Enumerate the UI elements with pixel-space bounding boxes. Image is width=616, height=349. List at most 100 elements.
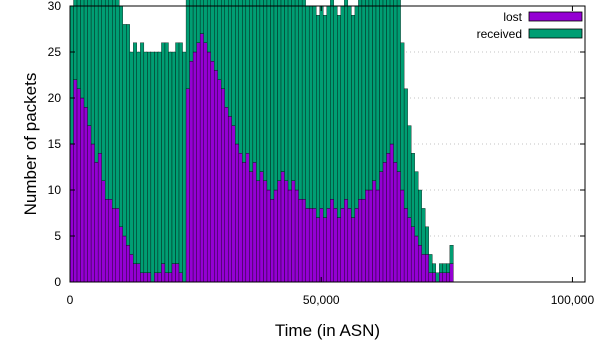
bar-lost [361,199,366,283]
bar-received [161,42,166,264]
bar-received [396,0,401,172]
bar-lost [231,125,236,283]
bar-lost [280,171,285,283]
bar-received [425,226,429,255]
bar-received [192,0,197,53]
x-tick-label: 50,000 [303,293,340,307]
bar-received [221,0,225,89]
bar-lost [217,79,222,283]
bar-received [280,0,285,172]
bar-received [418,189,422,246]
bar-lost [157,272,162,283]
legend-swatch-lost [528,11,583,22]
bar-received [224,0,229,108]
bar-received [210,0,215,62]
bar-lost [108,199,113,283]
bar-received [206,0,211,53]
bar-lost [94,162,99,283]
bar-lost [305,208,310,283]
y-tick-label: 0 [54,275,61,289]
bar-lost [389,143,394,283]
bar-lost [368,189,373,283]
bar-received [112,0,116,209]
bar-received [347,5,352,209]
bar-received [389,0,394,145]
bar-lost [418,245,422,283]
bar-received [319,5,324,209]
bar-received [252,0,257,163]
bar-lost [284,180,289,283]
bar-lost [164,272,169,283]
bar-received [403,88,408,209]
bar-lost [161,263,166,283]
bar-received [231,0,236,126]
bar-lost [87,125,92,283]
bar-lost [266,189,271,283]
bar-received [449,245,454,264]
bar-received [270,0,275,200]
bar-received [273,0,278,191]
bar-received [147,51,152,273]
bar-lost [136,263,141,283]
bar-received [298,0,303,200]
bar-received [185,0,190,89]
bar-lost [189,61,194,283]
bar-received [140,42,145,273]
bar-lost [192,51,197,283]
bar-lost [242,162,247,283]
bar-received [245,0,250,154]
bar-received [80,0,85,99]
bar-received [136,51,141,264]
bar-lost [400,189,405,283]
bar-received [108,0,113,200]
axis-ticks [69,5,585,283]
bar-lost [235,143,239,283]
bar-received [94,0,99,163]
bar-received [189,0,194,62]
bar-lost [90,143,95,283]
bar-received [305,5,310,209]
bar-lost [249,171,254,283]
bar-received [101,0,106,181]
bar-received [428,254,433,273]
bar-received [365,0,370,191]
bar-received [410,153,415,227]
bar-lost [129,254,134,283]
bar-received [178,42,183,273]
bar-received [126,24,130,246]
bar-lost [101,180,106,283]
bar-lost [263,180,268,283]
bar-lost [410,226,415,283]
bar-lost [372,180,377,283]
bar-lost [143,272,148,283]
bar-lost [403,208,408,283]
bar-received [287,0,292,191]
bar-received [301,0,306,200]
bar-received [316,15,320,218]
tick-labels: 0 5 10 15 20 25 30 0 50,000 100,000 [48,0,595,307]
bar-received [182,51,187,283]
bar-received [122,24,127,237]
bar-lost [228,116,232,283]
bar-received [333,5,338,209]
bar-received [235,0,239,145]
bar-lost [375,189,380,283]
bar-received [83,0,88,108]
bar-lost [83,107,88,283]
legend: lost received [477,10,583,41]
bar-lost [425,254,429,283]
bar-received [337,15,341,218]
bar-received [432,263,436,273]
bar-received [330,0,334,200]
bar-lost [97,153,102,283]
bar-received [203,0,208,43]
y-tick-label: 30 [48,0,62,13]
bar-received [351,15,356,218]
bar-lost [354,208,359,283]
bar-received [323,15,327,218]
bar-lost [446,272,451,283]
bar-received [372,0,377,181]
bar-received [171,51,176,264]
bar-lost [365,189,370,283]
